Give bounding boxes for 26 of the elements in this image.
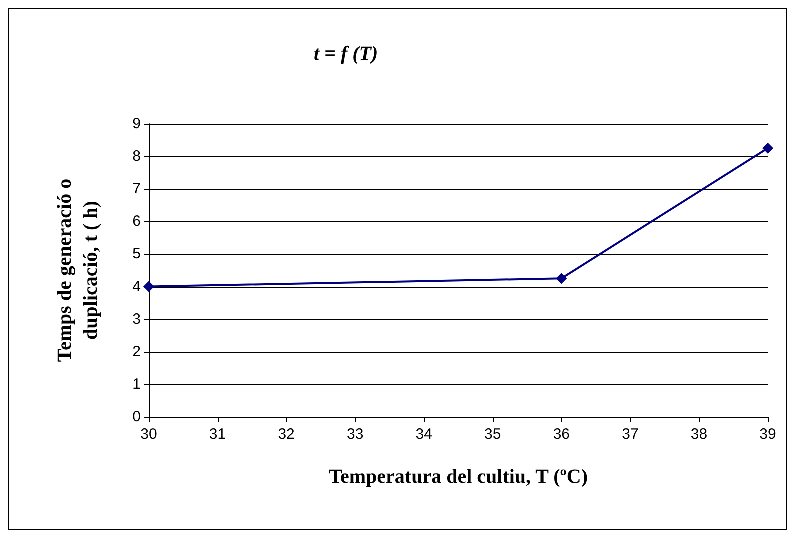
x-tick-label: 31 (209, 426, 226, 443)
y-tick-label: 5 (132, 246, 141, 263)
y-tick-label: 2 (132, 343, 141, 360)
x-tick-label: 32 (278, 426, 295, 443)
y-tick-label: 0 (132, 408, 141, 426)
x-tick-label: 33 (346, 426, 364, 443)
y-tick-label: 1 (132, 376, 141, 393)
x-axis-title: Temperatura del cultiu, T (ºC) (328, 466, 588, 488)
y-tick-label: 8 (132, 148, 141, 166)
x-tick-label: 35 (484, 426, 502, 443)
y-axis-title: Temps de generació o duplicació, t ( h) (54, 178, 102, 362)
x-tick-label: 39 (760, 426, 776, 443)
point (556, 273, 568, 284)
y-tick-label: 7 (132, 180, 141, 198)
x-tick-label: 37 (622, 426, 639, 443)
y-tick-label: 6 (132, 213, 141, 230)
x-tick-label: 30 (140, 426, 158, 443)
chart-title: t = f (T) (314, 43, 378, 65)
y-tick-label: 4 (132, 278, 141, 296)
y-tick-label: 3 (132, 310, 141, 328)
x-tick-label: 34 (416, 426, 432, 443)
x-tick-label: 36 (553, 426, 570, 443)
point (144, 281, 154, 292)
x-tick-label: 38 (690, 426, 708, 443)
y-tick-label: 9 (132, 116, 141, 132)
point (762, 142, 774, 154)
